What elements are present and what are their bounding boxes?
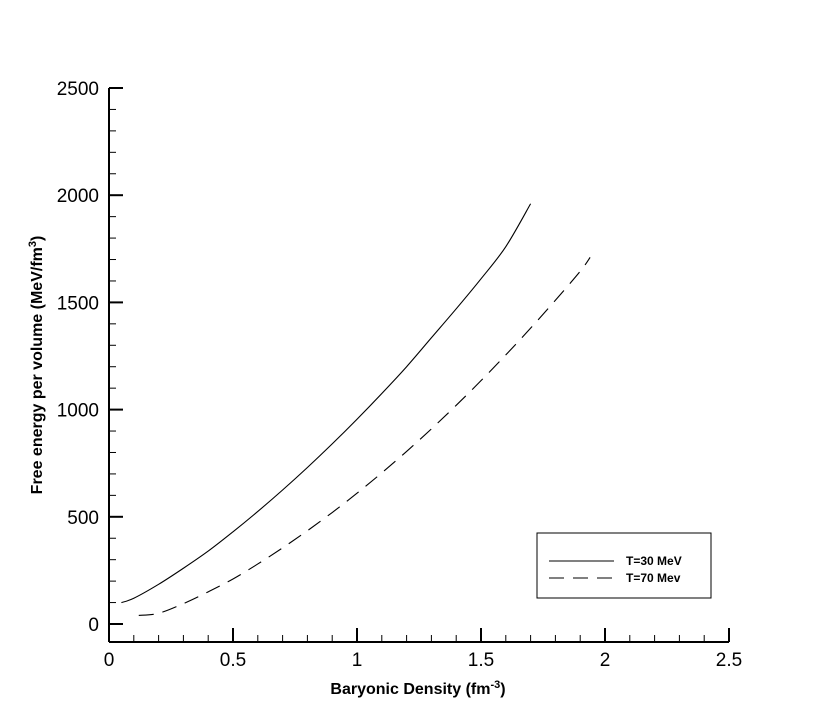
y-axis-label-end: )	[29, 236, 46, 241]
x-axis-label-end: )	[500, 681, 505, 698]
legend-label-series-2: T=70 Mev	[626, 571, 681, 585]
x-tick-label: 2.5	[716, 650, 742, 671]
y-tick-label: 2000	[57, 186, 99, 207]
x-axis-label-sup: -3	[490, 679, 500, 691]
x-tick-label: 0	[104, 650, 115, 671]
x-tick-label: 1.5	[468, 650, 494, 671]
tick-labels: 0 0.5 1 1.5 2 2.5 0 500 1000 1500 2000 2500	[57, 79, 742, 671]
legend-label-series-1: T=30 MeV	[626, 554, 682, 568]
axes	[108, 88, 729, 643]
y-axis-label-text: Free energy per volume (MeV/fm	[29, 247, 46, 494]
x-axis-label: Baryonic Density (fm-3)	[330, 679, 505, 698]
y-axis-label: Free energy per volume (MeV/fm3)	[27, 236, 46, 495]
y-tick-label: 1000	[57, 401, 99, 422]
ticks	[108, 87, 730, 642]
legend-box	[536, 532, 712, 599]
series-lines	[121, 203, 591, 616]
x-axis-label-text: Baryonic Density (fm	[330, 681, 490, 698]
y-tick-label: 2500	[57, 79, 99, 100]
y-tick-label: 500	[67, 508, 99, 529]
x-tick-label: 2	[600, 650, 611, 671]
y-tick-label: 1500	[57, 293, 99, 314]
x-tick-label: 0.5	[220, 650, 246, 671]
x-tick-label: 1	[352, 650, 363, 671]
y-axis-label-sup: 3	[27, 241, 39, 247]
legend: T=30 MeV T=70 Mev	[536, 532, 712, 599]
series-line-2	[138, 257, 591, 616]
y-tick-label: 0	[88, 615, 99, 636]
series-line-1	[121, 203, 532, 604]
